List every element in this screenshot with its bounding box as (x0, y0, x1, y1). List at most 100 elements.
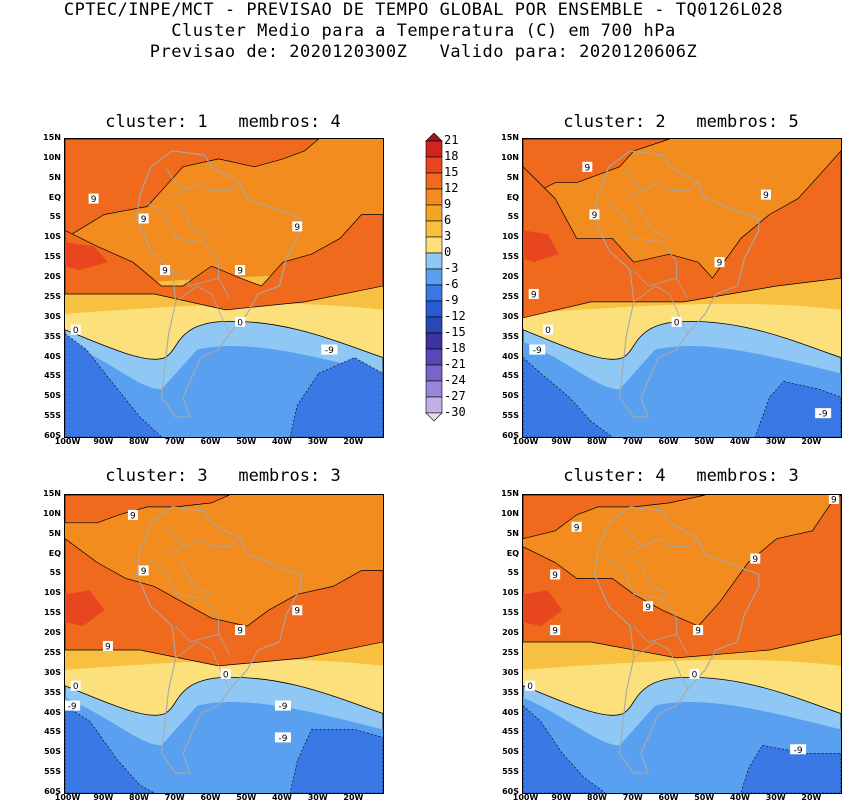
contour-label: 0 (671, 316, 682, 328)
contour-label: 0 (689, 668, 700, 680)
country-border (146, 558, 220, 635)
temp-zone-12-15 (523, 230, 559, 263)
lon-tick-label: 80W (129, 793, 150, 802)
colorbar-label: -15 (444, 325, 466, 339)
lat-tick-label: EQ (506, 192, 519, 202)
lat-tick-label: 5S (49, 212, 61, 222)
country-border (626, 182, 699, 199)
country-border (604, 558, 678, 635)
lat-tick-label: 45S (502, 371, 519, 381)
svg-text:9: 9 (584, 163, 590, 173)
forecast-dates: Previsao de: 2020120300Z Valido para: 20… (149, 42, 698, 62)
lat-tick-label: 25S (44, 291, 61, 301)
lat-tick-label: 45S (502, 727, 519, 737)
coastline (593, 506, 760, 774)
contour-label: -9 (790, 744, 807, 756)
contour-label: 9 (235, 265, 246, 277)
country-border (175, 625, 230, 655)
coastline (135, 150, 302, 418)
colorbar-scale (425, 133, 443, 422)
svg-text:9: 9 (592, 211, 598, 221)
lon-tick-label: 50W (236, 437, 257, 446)
lat-tick-label: 5N (506, 172, 519, 182)
svg-text:-9: -9 (278, 734, 287, 744)
colorbar-label: 15 (444, 165, 459, 179)
lon-tick-label: 60W (200, 437, 221, 446)
lat-tick-label: 10S (502, 588, 519, 598)
svg-text:9: 9 (130, 511, 136, 521)
colorbar-label: 0 (444, 245, 452, 259)
lat-tick-label: 30S (44, 311, 61, 321)
country-border (633, 269, 688, 299)
lon-tick-label: 20W (801, 437, 822, 446)
lat-tick-label: 60S (502, 431, 519, 440)
country-border (622, 166, 645, 192)
contour-label: 9 (127, 509, 138, 521)
svg-text:9: 9 (752, 555, 758, 565)
contour-label: 9 (138, 213, 149, 225)
colorbar-swatch (425, 348, 443, 366)
svg-text:-9: -9 (533, 346, 542, 356)
colorbar-swatch (425, 204, 443, 222)
temperature-map: 9 9 9 9 9 0 0 -9 (64, 138, 384, 438)
temp-zone-9-12-south (65, 214, 383, 311)
contour-label: 9 (582, 161, 593, 173)
temp-zone-minus9-minus6 (523, 357, 613, 437)
country-border (636, 558, 670, 595)
lat-tick-label: 25S (44, 647, 61, 657)
lat-tick-label: 10S (502, 232, 519, 242)
lat-tick-label: 5N (48, 528, 61, 538)
contour-label: 0 (235, 316, 246, 328)
colorbar-label: 18 (444, 149, 459, 163)
lon-tick-label: 80W (129, 437, 150, 446)
colorbar-swatch (425, 396, 443, 414)
svg-text:0: 0 (674, 318, 680, 328)
temp-zone-minus9-minus6 (523, 705, 606, 793)
lat-tick-label: 55S (44, 767, 61, 777)
lon-tick-label: 50W (694, 793, 715, 802)
lon-tick-label: 40W (271, 793, 292, 802)
svg-text:9: 9 (141, 215, 147, 225)
lat-tick-label: 45S (44, 727, 61, 737)
lat-tick-label: 15N (43, 489, 61, 498)
colorbar-swatch (425, 220, 443, 238)
contour-label: 0 (543, 324, 554, 336)
svg-text:0: 0 (73, 682, 79, 692)
lat-tick-label: 20S (502, 272, 519, 282)
lat-tick-label: 20S (44, 628, 61, 638)
svg-text:-9: -9 (794, 746, 803, 756)
contour-label: 9 (138, 565, 149, 577)
colorbar-bottom-arrow (425, 412, 443, 422)
lat-tick-label: 40S (502, 351, 519, 361)
lat-tick-label: 20S (44, 272, 61, 282)
country-border (175, 269, 230, 299)
colorbar-label: -3 (444, 261, 459, 275)
lon-tick-label: 70W (622, 793, 643, 802)
lat-tick-label: 20S (502, 628, 519, 638)
contour-label: 9 (292, 605, 303, 617)
lat-tick-label: 15S (502, 608, 519, 618)
lat-tick-label: EQ (48, 548, 61, 558)
contour-label: 0 (220, 668, 231, 680)
temp-zone-9-12-south (523, 150, 841, 319)
lon-tick-label: 100W (512, 437, 539, 446)
temp-zone-12-15 (65, 242, 108, 271)
svg-text:0: 0 (527, 682, 533, 692)
country-border (178, 558, 212, 595)
country-border (604, 202, 678, 279)
colorbar-label: 21 (444, 133, 459, 147)
svg-text:9: 9 (237, 267, 243, 277)
lon-tick-label: 40W (729, 437, 750, 446)
contour-label: 9 (760, 189, 771, 201)
svg-text:9: 9 (574, 523, 580, 533)
country-border (633, 625, 688, 655)
lon-tick-label: 60W (200, 793, 221, 802)
country-border (622, 522, 645, 548)
lat-tick-label: 50S (502, 391, 519, 401)
country-border (146, 202, 220, 279)
contour-label: 9 (102, 640, 113, 652)
temp-zone-9-12-north (65, 495, 230, 524)
colorbar-swatch (425, 316, 443, 334)
lat-tick-label: 5S (507, 212, 519, 222)
